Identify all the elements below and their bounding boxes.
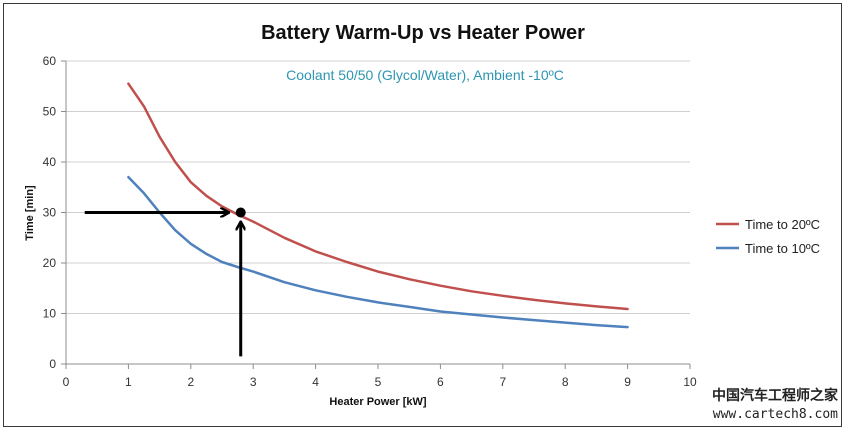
y-tick-label: 40 [43, 155, 57, 169]
watermark-chinese: 中国汽车工程师之家 [712, 387, 839, 404]
series-line-0 [127, 82, 629, 311]
axes [61, 60, 691, 369]
legend-label-0: Time to 20ºC [745, 217, 820, 232]
watermark-url: www.cartech8.com [713, 407, 838, 422]
x-tick-label: 8 [562, 375, 569, 389]
chart-title: Battery Warm-Up vs Heater Power [261, 22, 585, 44]
y-tick-label: 20 [43, 256, 57, 270]
series-line-1 [127, 175, 629, 329]
y-tick-label: 30 [43, 206, 57, 220]
x-tick-label: 0 [63, 375, 70, 389]
x-tick-label: 2 [187, 375, 194, 389]
x-tick-label: 4 [312, 375, 319, 389]
x-tick-label: 7 [499, 375, 506, 389]
y-axis-label: Time [min] [24, 185, 36, 241]
x-tick-label: 1 [125, 375, 132, 389]
chart-annotation: Coolant 50/50 (Glycol/Water), Ambient -1… [286, 67, 564, 83]
x-tick-label: 10 [683, 375, 697, 389]
x-tick-labels: 0 1 2 3 4 5 6 7 8 9 10 [63, 375, 697, 389]
legend-label-1: Time to 10ºC [745, 241, 820, 256]
y-tick-label: 0 [49, 357, 56, 371]
annotation-arrows [84, 207, 246, 357]
y-tick-labels: 0 10 20 30 40 50 60 [43, 54, 57, 371]
marker-point [235, 207, 246, 218]
x-axis-label: Heater Power [kW] [329, 396, 427, 408]
gridlines [66, 60, 690, 314]
watermark: 中国汽车工程师之家 www.cartech8.com [712, 387, 839, 422]
y-tick-label: 10 [43, 307, 57, 321]
y-tick-label: 60 [43, 54, 57, 68]
series-lines [127, 82, 629, 329]
y-tick-label: 50 [43, 105, 57, 119]
x-tick-label: 5 [375, 375, 382, 389]
chart-frame [3, 3, 842, 427]
x-tick-label: 6 [437, 375, 444, 389]
x-tick-label: 9 [624, 375, 631, 389]
legend: Time to 20ºC Time to 10ºC [716, 217, 820, 256]
x-tick-label: 3 [250, 375, 257, 389]
